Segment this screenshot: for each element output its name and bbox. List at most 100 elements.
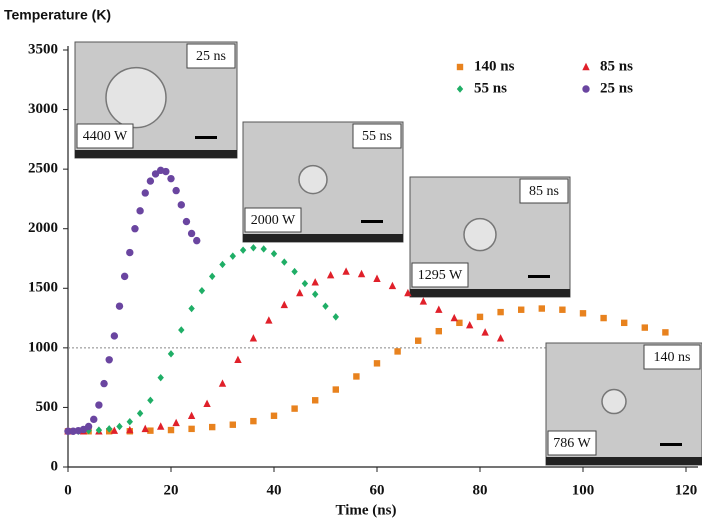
data-point bbox=[270, 412, 278, 419]
crater bbox=[463, 217, 497, 252]
y-tick-label: 1000 bbox=[28, 339, 58, 355]
data-point bbox=[147, 427, 154, 434]
data-point bbox=[84, 422, 93, 431]
inset-time: 85 ns bbox=[529, 184, 559, 199]
data-point bbox=[373, 360, 381, 367]
data-point bbox=[116, 422, 123, 431]
legend-marker bbox=[456, 63, 464, 71]
sem-inset: 85 ns 1295 W bbox=[409, 176, 571, 298]
x-tick-label: 0 bbox=[64, 482, 72, 498]
data-point bbox=[260, 245, 267, 253]
sem-inset: 140 ns 786 W bbox=[545, 342, 702, 466]
data-point bbox=[167, 426, 175, 434]
data-point bbox=[141, 189, 149, 197]
legend-label: 55 ns bbox=[474, 80, 507, 96]
data-point bbox=[621, 319, 628, 327]
inset-label-box bbox=[352, 123, 402, 149]
y-axis-title: Temperature (K) bbox=[4, 7, 111, 23]
data-point bbox=[291, 405, 298, 412]
scale-bar bbox=[361, 220, 383, 223]
data-point bbox=[466, 321, 474, 329]
data-point bbox=[126, 425, 134, 434]
data-point bbox=[450, 313, 458, 322]
data-point bbox=[249, 334, 258, 342]
inset-label-box bbox=[244, 207, 302, 233]
data-point bbox=[167, 174, 175, 183]
inset-power: 786 W bbox=[553, 436, 591, 451]
data-point bbox=[100, 379, 108, 388]
inset-label-box bbox=[547, 430, 597, 456]
data-point bbox=[229, 252, 236, 260]
data-point bbox=[95, 401, 103, 409]
data-point bbox=[95, 426, 103, 434]
data-point bbox=[187, 229, 196, 238]
data-point bbox=[353, 373, 360, 380]
legend-label: 140 ns bbox=[474, 58, 515, 74]
data-point bbox=[131, 225, 139, 233]
data-point bbox=[312, 290, 319, 298]
data-point bbox=[110, 332, 119, 340]
inset-strip bbox=[243, 234, 403, 242]
data-point bbox=[435, 327, 442, 335]
data-point bbox=[141, 424, 149, 433]
data-point bbox=[342, 267, 350, 275]
data-point bbox=[90, 415, 98, 424]
legend-label: 25 ns bbox=[600, 80, 633, 96]
data-point bbox=[250, 417, 257, 425]
legend-label: 85 ns bbox=[600, 58, 633, 74]
scale-bar bbox=[660, 443, 682, 446]
data-point bbox=[419, 297, 428, 305]
inset-label-box bbox=[643, 344, 701, 370]
x-tick-label: 120 bbox=[675, 482, 698, 498]
data-point bbox=[162, 167, 170, 176]
data-point bbox=[105, 356, 113, 364]
data-point bbox=[157, 373, 164, 382]
data-point bbox=[172, 186, 180, 195]
data-point bbox=[151, 170, 160, 178]
data-point bbox=[209, 272, 216, 281]
data-point bbox=[188, 304, 195, 313]
data-point bbox=[291, 267, 298, 276]
data-point bbox=[641, 324, 648, 331]
data-point bbox=[120, 272, 129, 281]
data-point bbox=[579, 310, 587, 317]
data-point bbox=[497, 308, 504, 316]
scale-bar bbox=[195, 136, 217, 139]
data-point bbox=[281, 258, 288, 266]
data-point bbox=[476, 313, 484, 321]
data-point bbox=[435, 305, 443, 313]
data-point bbox=[106, 425, 113, 433]
data-point bbox=[326, 270, 335, 279]
data-point bbox=[136, 207, 144, 215]
data-point bbox=[172, 418, 180, 427]
data-point bbox=[188, 425, 195, 433]
inset-label-box bbox=[411, 262, 469, 288]
y-tick-label: 1500 bbox=[28, 280, 58, 296]
data-point bbox=[167, 350, 175, 358]
data-point bbox=[126, 248, 134, 257]
data-point bbox=[496, 334, 505, 342]
x-tick-label: 20 bbox=[164, 482, 179, 498]
data-point bbox=[209, 423, 216, 431]
inset-power: 1295 W bbox=[418, 268, 463, 283]
scale-bar bbox=[528, 275, 550, 278]
inset-time: 25 ns bbox=[196, 49, 226, 64]
data-point bbox=[234, 355, 242, 363]
data-point bbox=[311, 278, 319, 286]
x-tick-label: 60 bbox=[370, 482, 385, 498]
data-point bbox=[332, 313, 339, 321]
data-point bbox=[218, 379, 227, 387]
data-point bbox=[198, 286, 206, 295]
data-point bbox=[126, 418, 133, 426]
y-tick-label: 2500 bbox=[28, 161, 58, 177]
data-point bbox=[239, 246, 247, 254]
data-point bbox=[388, 281, 397, 290]
inset-strip bbox=[410, 289, 570, 297]
x-tick-label: 100 bbox=[572, 482, 595, 498]
data-point bbox=[373, 274, 381, 282]
data-point bbox=[110, 426, 119, 434]
data-point bbox=[250, 244, 257, 252]
inset-strip bbox=[546, 457, 702, 465]
data-point bbox=[182, 217, 191, 226]
